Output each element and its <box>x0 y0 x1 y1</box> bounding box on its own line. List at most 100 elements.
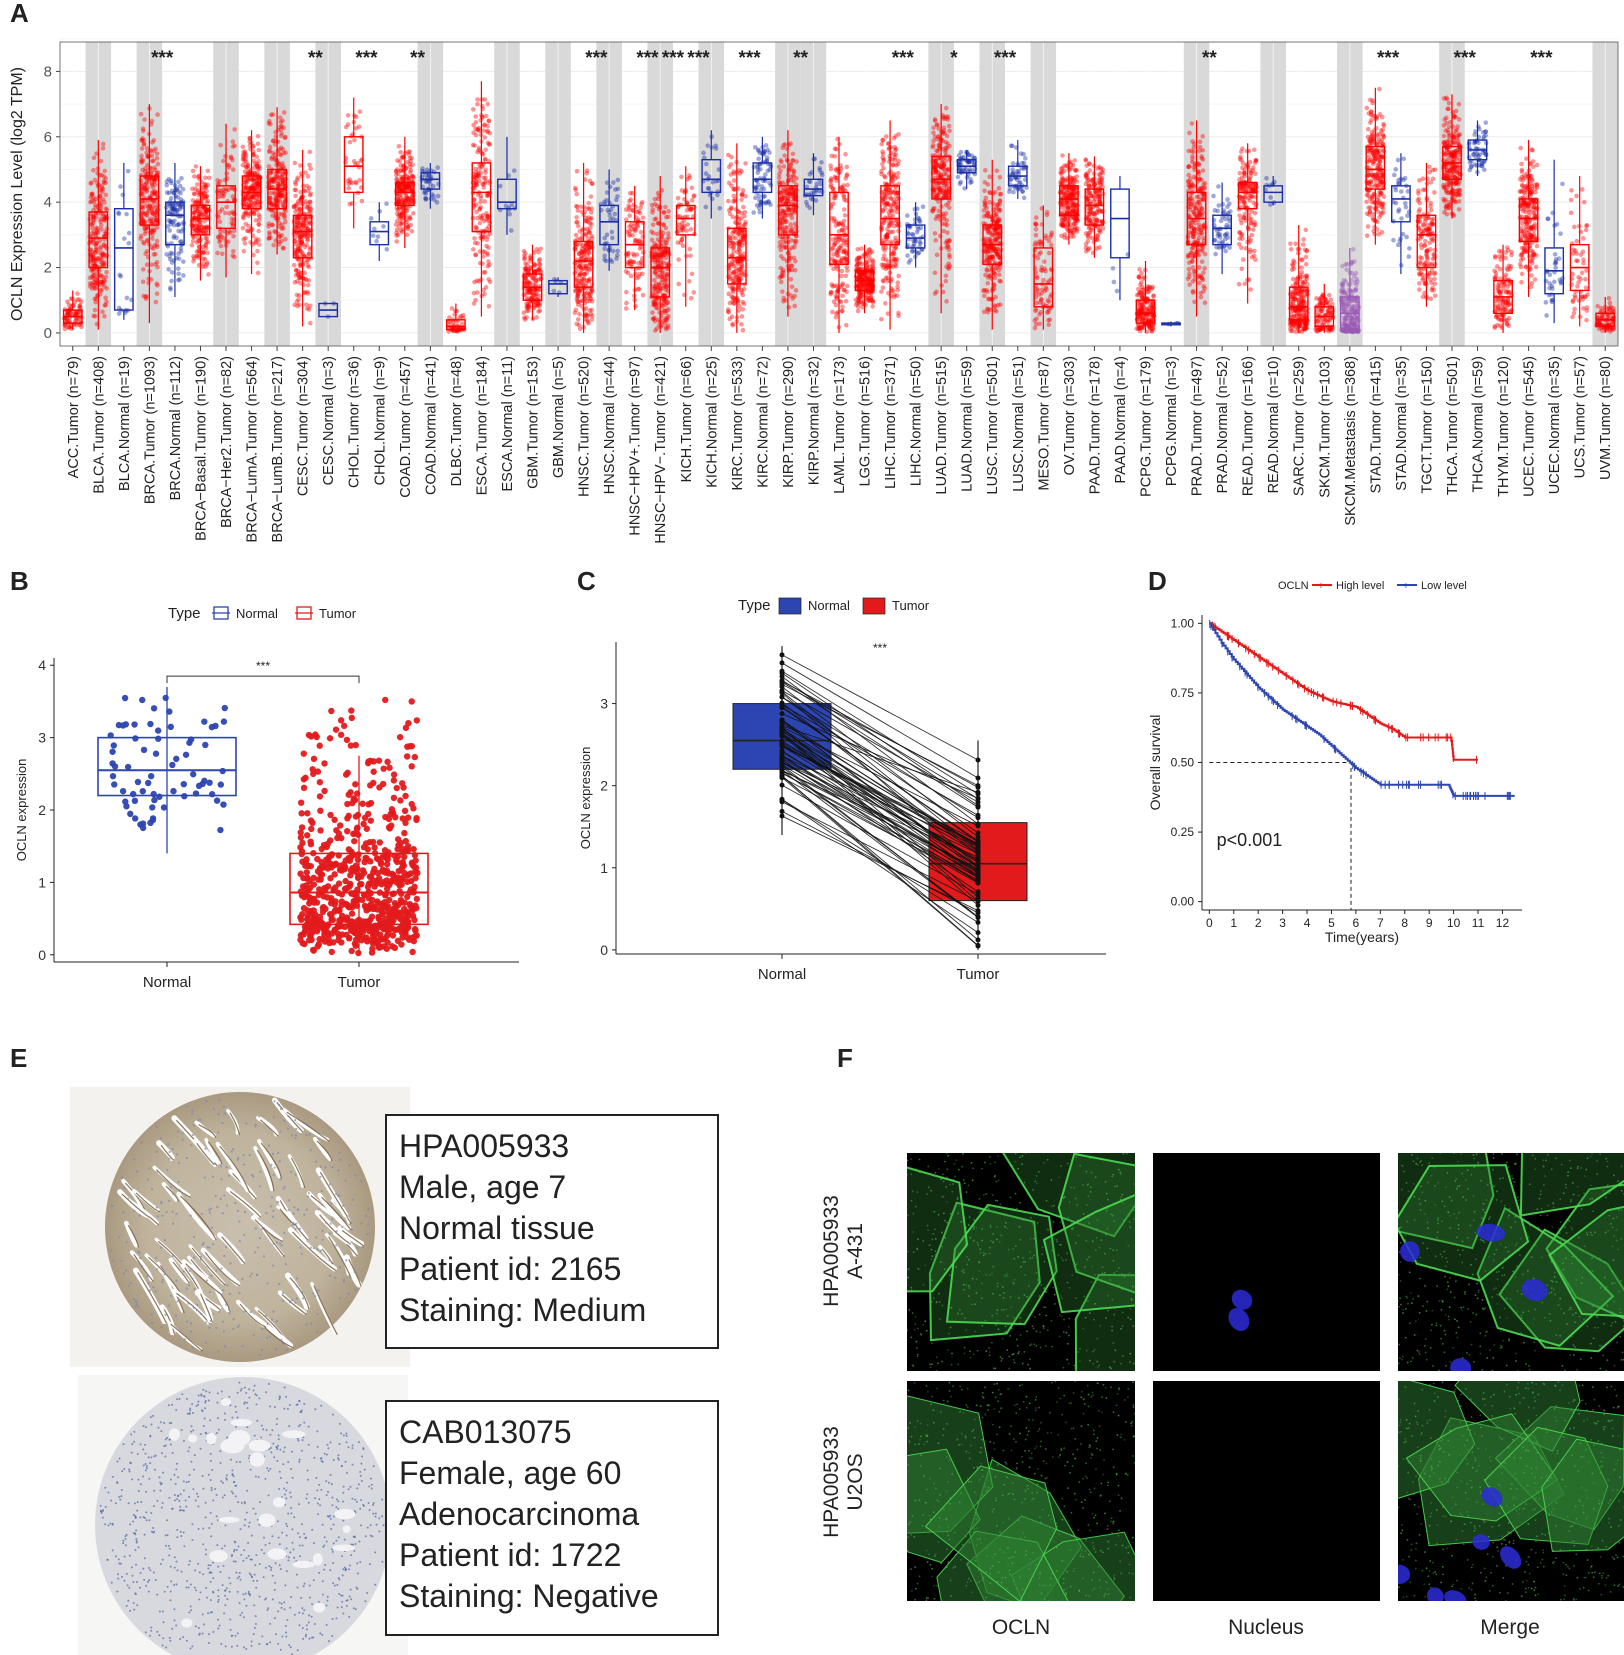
data-point <box>267 230 272 235</box>
data-point <box>178 183 183 189</box>
data-point <box>190 238 196 244</box>
data-point <box>102 200 107 205</box>
data-point <box>298 163 303 168</box>
data-point <box>143 186 148 191</box>
data-point <box>175 222 180 228</box>
data-point <box>296 293 302 298</box>
data-point <box>276 211 282 217</box>
data-point <box>204 227 210 232</box>
data-point <box>368 216 374 221</box>
data-point <box>227 211 232 216</box>
data-point <box>890 204 896 209</box>
data-point <box>739 261 744 267</box>
data-point <box>304 302 309 307</box>
data-point <box>174 187 180 193</box>
data-point <box>930 187 936 192</box>
data-point <box>384 246 390 252</box>
data-point <box>152 177 157 182</box>
data-point <box>790 296 796 301</box>
data-point <box>879 316 884 322</box>
data-point <box>352 137 357 143</box>
data-point <box>91 283 97 288</box>
data-point <box>638 259 644 265</box>
data-point <box>588 289 594 295</box>
data-point <box>687 246 693 252</box>
data-point <box>282 215 287 221</box>
y-tick-label: 0 <box>44 325 52 342</box>
data-point <box>274 169 280 174</box>
y-axis-label: OCLN Expression Level (log2 TPM) <box>9 67 26 321</box>
data-point <box>205 250 210 256</box>
data-point <box>270 112 276 117</box>
data-point <box>269 156 274 162</box>
data-point <box>141 210 146 216</box>
data-point <box>193 186 198 192</box>
data-point <box>536 287 542 292</box>
data-point <box>271 242 277 248</box>
data-point <box>726 274 731 280</box>
data-point <box>88 239 94 244</box>
data-point <box>689 185 695 191</box>
data-point <box>253 187 258 193</box>
data-point <box>947 143 952 149</box>
data-point <box>482 97 488 102</box>
data-point <box>195 205 201 211</box>
data-point <box>268 177 274 183</box>
data-point <box>257 214 262 220</box>
data-point <box>841 194 847 200</box>
significance-label: *** <box>585 48 608 69</box>
data-point <box>139 138 145 143</box>
data-point <box>255 187 261 193</box>
data-point <box>225 239 231 245</box>
data-point <box>828 182 834 188</box>
significance-label: *** <box>151 48 174 69</box>
data-point <box>243 212 248 217</box>
data-point <box>842 287 847 293</box>
data-point <box>243 164 249 169</box>
data-point <box>840 293 845 299</box>
data-point <box>77 305 82 311</box>
data-point <box>584 270 590 275</box>
data-point <box>304 259 309 264</box>
data-point <box>298 234 303 240</box>
data-point <box>155 264 160 270</box>
data-point <box>293 225 299 230</box>
data-point <box>199 224 205 230</box>
data-point <box>102 168 108 174</box>
data-point <box>73 309 79 315</box>
data-point <box>843 256 848 262</box>
data-point <box>911 241 917 246</box>
data-point <box>828 289 834 295</box>
data-point <box>409 155 414 161</box>
data-point <box>280 146 286 152</box>
data-point <box>275 204 280 209</box>
data-point <box>204 194 209 199</box>
data-point <box>780 273 786 279</box>
data-point <box>611 180 616 185</box>
data-point <box>176 256 182 262</box>
data-point <box>142 182 148 188</box>
data-point <box>241 211 247 217</box>
data-point <box>275 181 281 186</box>
data-point <box>146 208 151 214</box>
data-point <box>176 202 181 207</box>
data-point <box>660 230 666 236</box>
data-point <box>144 181 149 186</box>
data-point <box>941 125 947 131</box>
data-point <box>307 221 312 226</box>
data-point <box>66 325 72 330</box>
data-point <box>202 182 207 187</box>
data-point <box>372 226 377 232</box>
data-point <box>64 316 70 321</box>
data-point <box>203 182 208 187</box>
data-point <box>891 250 896 255</box>
data-point <box>931 125 936 130</box>
data-point <box>751 210 756 215</box>
data-point <box>247 202 253 208</box>
data-point <box>736 222 742 227</box>
data-point <box>726 164 732 170</box>
data-point <box>435 165 440 170</box>
data-point <box>77 303 83 308</box>
data-point <box>281 110 287 115</box>
data-point <box>140 167 145 173</box>
